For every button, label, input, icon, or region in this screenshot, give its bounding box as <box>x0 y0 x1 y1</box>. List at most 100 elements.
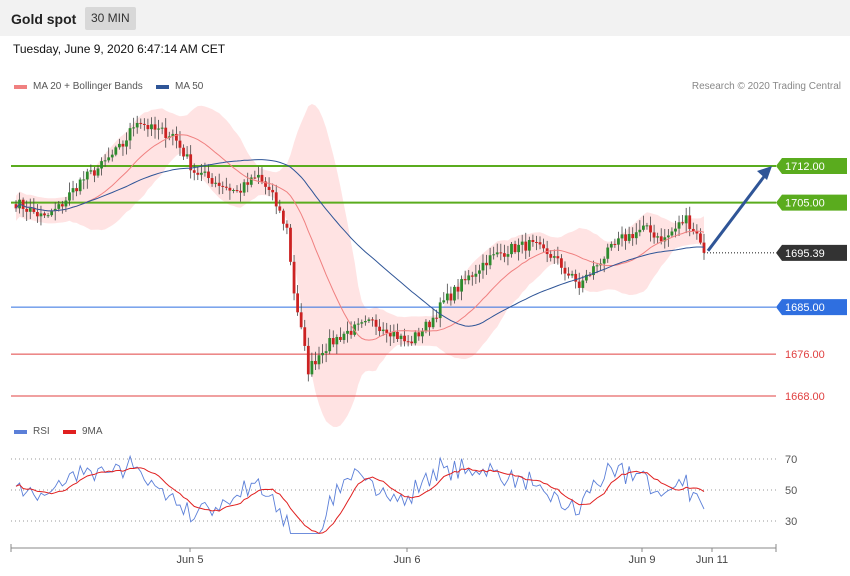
candle-body <box>132 127 136 129</box>
candle-body <box>146 125 150 130</box>
rsi-ref-label-70: 70 <box>785 454 797 466</box>
candle-body <box>577 281 581 288</box>
candle-body <box>502 253 506 257</box>
candle-body <box>221 185 225 187</box>
candle-body <box>32 207 36 213</box>
candle-body <box>349 330 353 335</box>
candle-body <box>335 336 339 345</box>
candle-body <box>60 204 64 207</box>
candle-body <box>674 228 677 232</box>
candle-body <box>517 244 521 253</box>
candle-body <box>467 275 471 281</box>
candle-body <box>338 336 342 340</box>
candle-body <box>85 171 89 180</box>
level-tag-1685.00 <box>776 299 847 316</box>
candle-body <box>267 186 271 190</box>
candle-body <box>235 190 239 192</box>
candle-body <box>609 243 613 248</box>
candle-body <box>285 223 289 228</box>
candle-body <box>481 262 485 271</box>
candle-body <box>299 312 303 328</box>
candle-body <box>117 143 121 148</box>
candle-body <box>35 212 39 217</box>
candle-body <box>78 179 82 192</box>
candle-body <box>656 236 660 238</box>
candle-body <box>666 235 670 238</box>
candle-body <box>50 210 54 216</box>
candle-body <box>153 124 157 130</box>
candle-body <box>324 351 328 353</box>
candle-body <box>588 274 592 276</box>
candle-body <box>310 360 314 375</box>
candle-body <box>663 237 667 242</box>
level-label-1712.00: 1712.00 <box>785 161 825 173</box>
candle-body <box>431 317 435 328</box>
candle-body <box>367 319 371 322</box>
candle-body <box>232 190 235 192</box>
candle-body <box>96 168 100 176</box>
candle-body <box>139 122 143 124</box>
forecast-arrow-head <box>757 166 772 180</box>
candle-body <box>228 187 232 191</box>
candle-body <box>39 213 43 217</box>
candle-body <box>620 234 624 239</box>
candle-body <box>677 222 681 229</box>
x-tick-label: Jun 11 <box>696 554 728 566</box>
candle-body <box>542 244 545 249</box>
candle-body <box>331 338 335 345</box>
candle-body <box>314 360 317 365</box>
timestamp: Tuesday, June 9, 2020 6:47:14 AM CET <box>13 42 226 56</box>
candle-body <box>691 228 695 232</box>
candle-body <box>289 227 292 262</box>
candle-body <box>420 331 424 337</box>
level-label-1668.00: 1668.00 <box>785 391 825 403</box>
level-tag-1705.00 <box>776 194 847 211</box>
candle-body <box>574 273 578 282</box>
instrument-title: Gold spot <box>11 11 77 27</box>
candle-body <box>699 233 702 243</box>
candle-body <box>185 154 189 157</box>
legend-rsi: RSI <box>14 426 50 437</box>
candle-body <box>445 293 449 301</box>
candle-body <box>321 352 324 356</box>
candle-body <box>75 188 79 192</box>
candle-body <box>239 190 242 193</box>
candle-body <box>470 275 474 277</box>
candle-body <box>378 326 382 332</box>
candle-body <box>346 330 349 334</box>
candle-body <box>535 241 538 243</box>
candle-body <box>164 127 168 138</box>
candle-body <box>428 321 431 328</box>
candle-body <box>560 258 563 268</box>
level-label-1705.00: 1705.00 <box>785 198 825 210</box>
candle-body <box>474 273 478 277</box>
candle-body <box>93 170 96 176</box>
candle-body <box>595 265 599 267</box>
candle-body <box>634 232 638 239</box>
candle-body <box>641 225 645 230</box>
ma20-swatch <box>14 84 27 89</box>
rsi-ref-label-30: 30 <box>785 516 797 528</box>
candle-body <box>435 317 439 319</box>
candle-body <box>492 254 496 256</box>
candle-body <box>371 319 374 321</box>
candle-body <box>71 188 75 193</box>
x-tick-label: Jun 6 <box>394 554 421 566</box>
candle-body <box>21 199 25 209</box>
candle-body <box>260 174 264 182</box>
candle-body <box>107 157 111 161</box>
candle-body <box>424 321 428 332</box>
candle-body <box>224 186 228 188</box>
candle-body <box>125 140 128 147</box>
candle-body <box>89 170 93 172</box>
current-price-tag <box>776 244 847 261</box>
candle-body <box>681 222 685 224</box>
candle-body <box>556 256 560 259</box>
timeframe-button[interactable]: 30 MIN <box>85 7 136 30</box>
candle-body <box>296 293 300 313</box>
candle-body <box>189 154 193 171</box>
candle-body <box>438 302 442 319</box>
candle-body <box>510 243 513 255</box>
candle-body <box>100 161 103 169</box>
